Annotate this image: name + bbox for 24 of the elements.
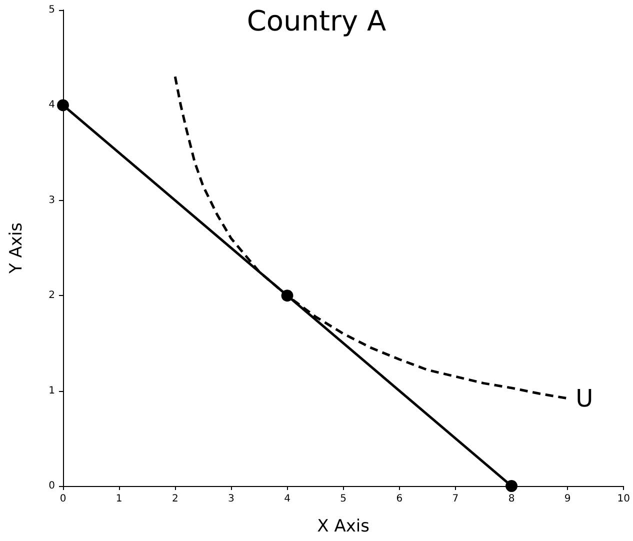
- x-tick-label: 2: [172, 494, 178, 504]
- y-tick-label: 2: [48, 290, 55, 302]
- y-tick-label: 1: [48, 385, 55, 396]
- x-tick-label: 0: [60, 494, 66, 504]
- x-axis-title: X Axis: [317, 516, 370, 536]
- x-tick-label: 9: [564, 494, 571, 504]
- chart-title: Country A: [246, 4, 386, 38]
- series-label: U: [576, 384, 594, 412]
- point: [506, 480, 518, 492]
- x-tick-label: 1: [116, 494, 122, 504]
- x-tick-label: 5: [340, 494, 347, 504]
- y-tick-label: 4: [48, 100, 55, 111]
- point: [281, 290, 294, 302]
- y-tick-label: 3: [48, 194, 55, 206]
- y-axis-title: Y Axis: [6, 222, 26, 275]
- x-tick-label: 7: [452, 494, 459, 504]
- x-tick-label: 10: [617, 494, 630, 504]
- y-tick-label: 0: [48, 480, 55, 492]
- x-tick-label: 8: [508, 494, 515, 504]
- x-tick-label: 6: [396, 494, 403, 504]
- x-tick-label: 4: [284, 494, 290, 504]
- point: [57, 99, 69, 112]
- x-tick-label: 3: [228, 494, 234, 504]
- y-tick-label: 5: [48, 4, 55, 16]
